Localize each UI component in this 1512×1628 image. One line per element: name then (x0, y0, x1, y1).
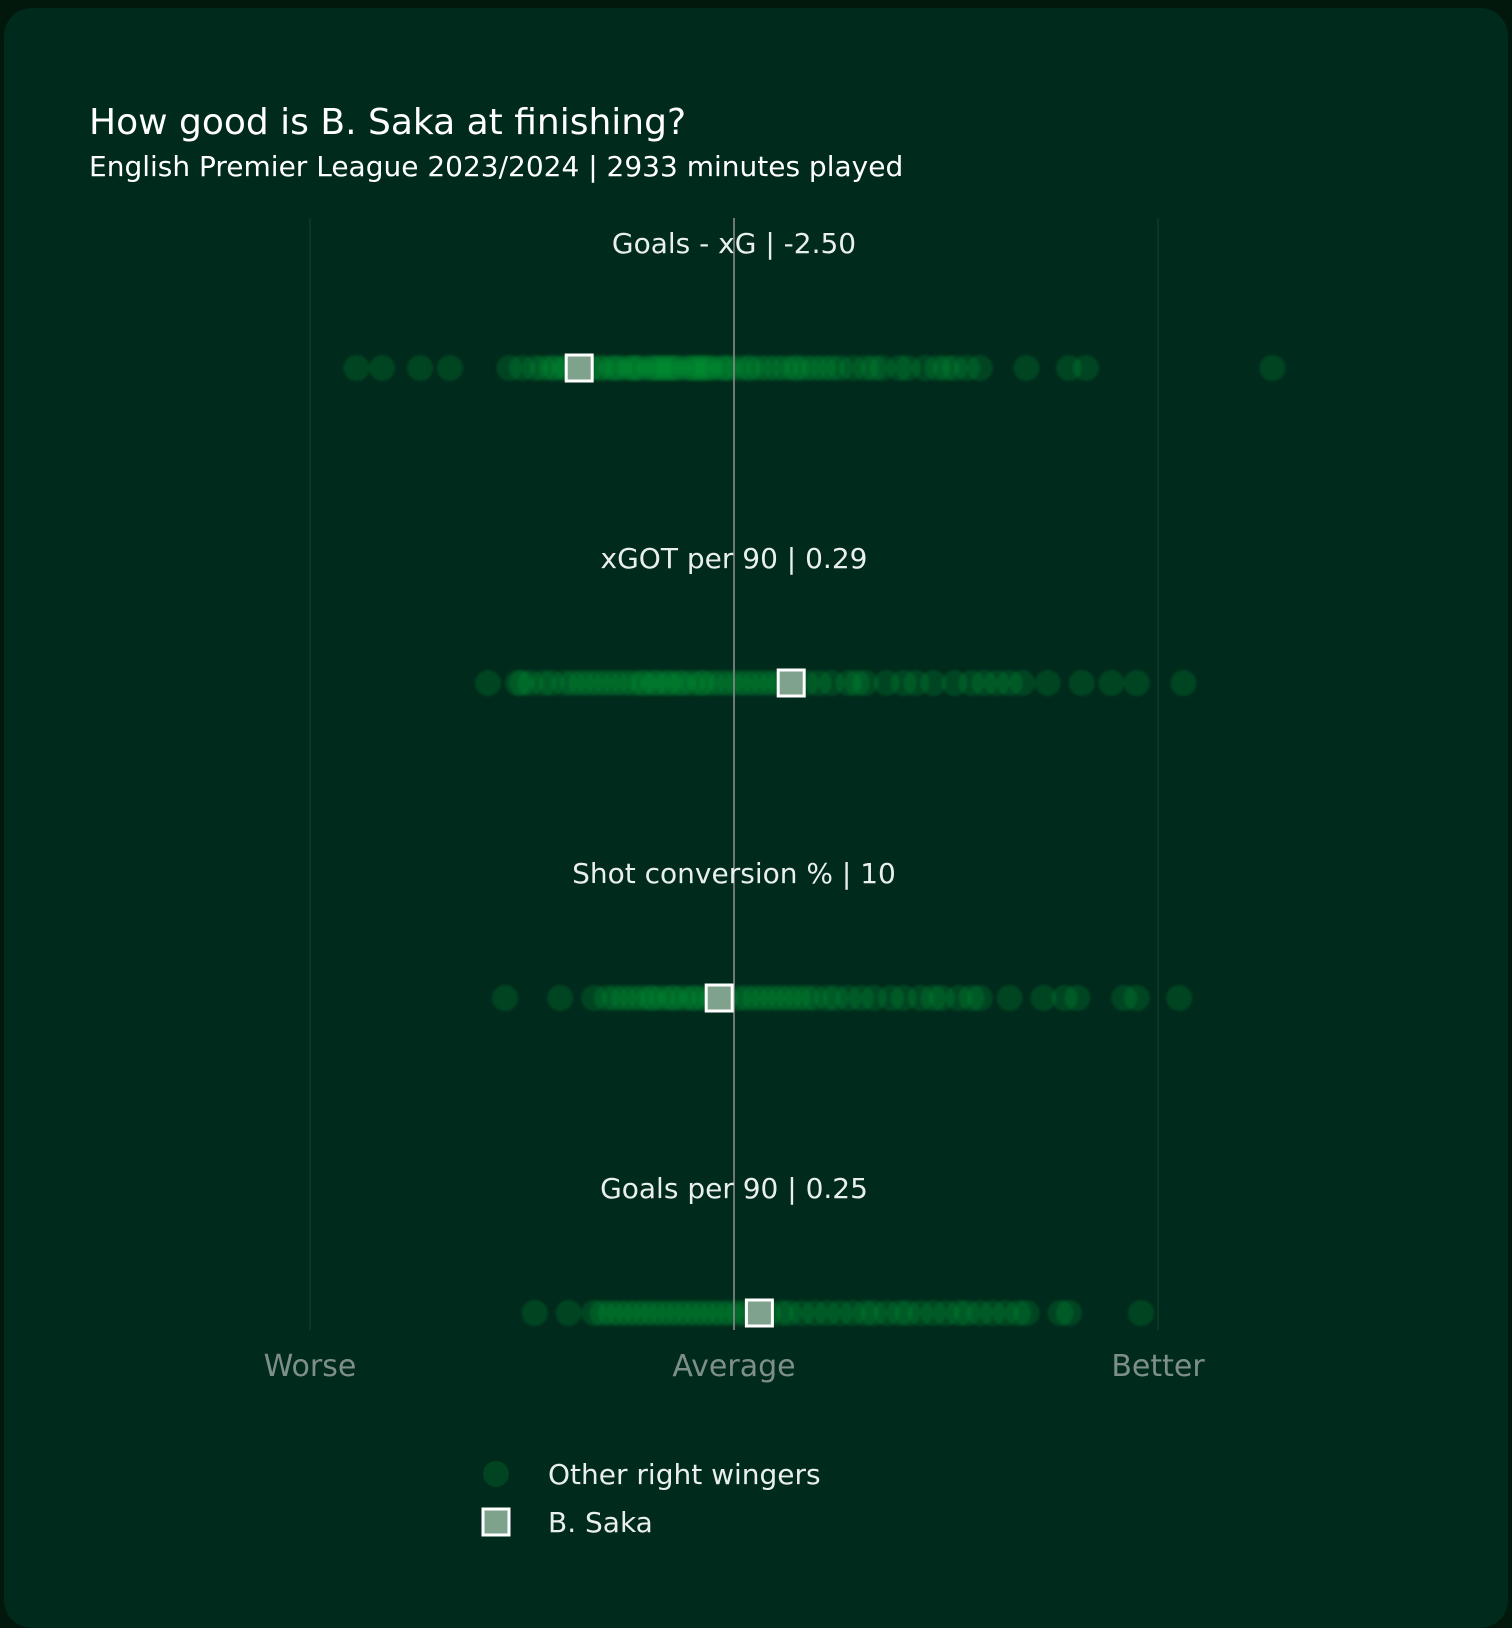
other-winger-dot (475, 670, 501, 696)
other-winger-dot (1260, 355, 1286, 381)
other-winger-dot (1170, 670, 1196, 696)
other-winger-dot (1166, 985, 1192, 1011)
metric-label: Goals - xG | -2.50 (612, 227, 856, 260)
beeswarm-plot: Goals - xG | -2.50 xGOT per 90 | 0.29 Shot… (4, 8, 1508, 1628)
saka-marker (706, 985, 732, 1011)
axis-label-average: Average (672, 1349, 795, 1384)
other-winger-dot (492, 985, 518, 1011)
other-winger-dot (1124, 985, 1150, 1011)
other-winger-dot (967, 355, 993, 381)
other-winger-dot (1009, 670, 1035, 696)
other-winger-dot (1073, 355, 1099, 381)
saka-marker (746, 1300, 772, 1326)
other-winger-dot (556, 1300, 582, 1326)
other-winger-dot (437, 355, 463, 381)
other-winger-dot (1069, 670, 1095, 696)
metric-label: Goals per 90 | 0.25 (600, 1172, 868, 1205)
legend-others-marker (483, 1461, 509, 1487)
saka-marker (566, 355, 592, 381)
other-winger-dot (1056, 1300, 1082, 1326)
other-winger-dot (1124, 670, 1150, 696)
metric-label: xGOT per 90 | 0.29 (601, 542, 868, 575)
other-winger-dot (522, 1300, 548, 1326)
other-winger-dot (1128, 1300, 1154, 1326)
other-winger-dot (1035, 670, 1061, 696)
other-winger-dot (369, 355, 395, 381)
other-winger-dot (407, 355, 433, 381)
other-winger-dot (1014, 355, 1040, 381)
other-winger-dot (344, 355, 370, 381)
legend-saka-marker (483, 1509, 509, 1535)
legend: Other right wingers B. Saka (483, 1458, 821, 1539)
metric-label: Shot conversion % | 10 (572, 857, 896, 890)
axis-label-worse: Worse (264, 1349, 357, 1384)
other-winger-dot (1064, 985, 1090, 1011)
chart-card: How good is B. Saka at finishing? Englis… (4, 8, 1508, 1628)
saka-marker (778, 670, 804, 696)
axis-label-better: Better (1111, 1349, 1205, 1384)
other-winger-dot (547, 985, 573, 1011)
other-winger-dot (997, 985, 1023, 1011)
other-winger-dot (1014, 1300, 1040, 1326)
legend-others-label: Other right wingers (548, 1458, 821, 1491)
legend-saka-label: B. Saka (548, 1506, 653, 1539)
other-winger-dot (1098, 670, 1124, 696)
other-winger-dot (967, 985, 993, 1011)
